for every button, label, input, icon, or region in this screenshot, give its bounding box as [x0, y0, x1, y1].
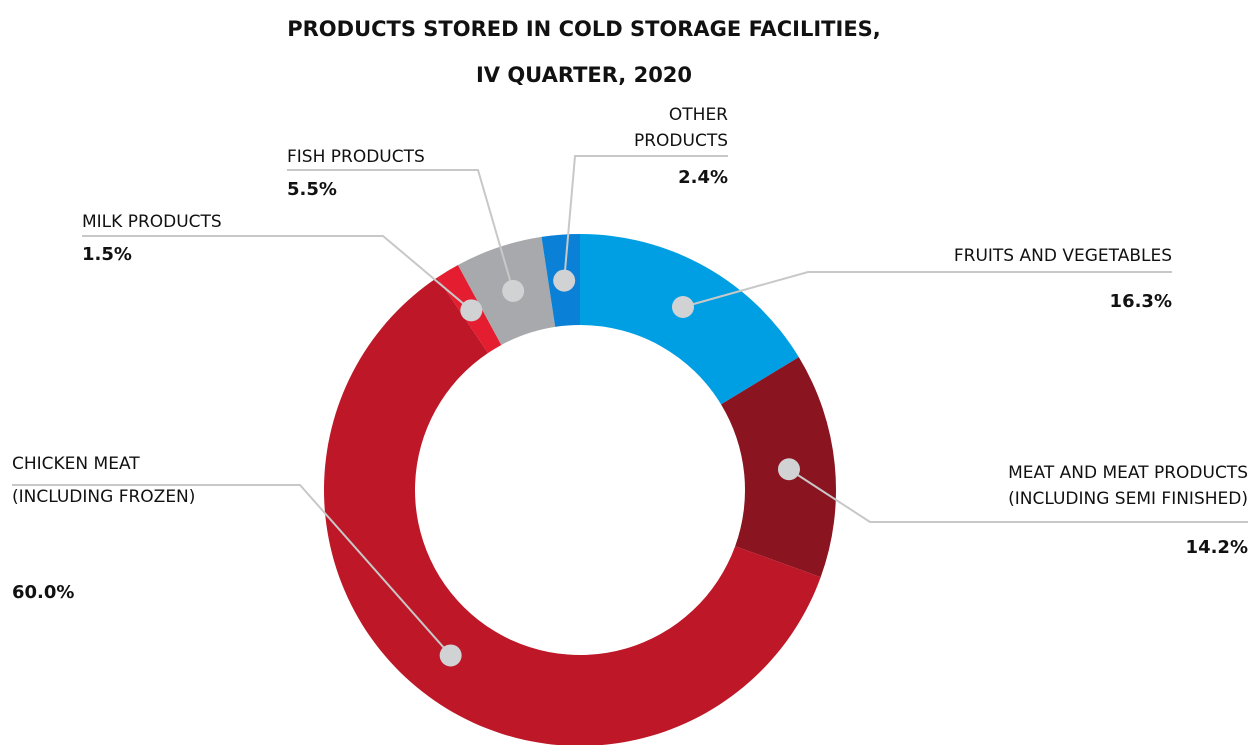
- leader-dot: [553, 269, 576, 292]
- value-label: 2.4%: [678, 167, 728, 188]
- donut-slice: [324, 277, 821, 745]
- category-label: (INCLUDING FROZEN): [12, 487, 195, 507]
- leader-dot: [460, 299, 483, 322]
- category-label: FISH PRODUCTS: [287, 147, 425, 167]
- value-label: 1.5%: [82, 244, 132, 265]
- leader-dot: [502, 279, 525, 302]
- leader-line: [82, 235, 472, 312]
- leader-line: [682, 271, 1172, 308]
- leader-line: [563, 155, 728, 281]
- category-label: FRUITS AND VEGETABLES: [954, 246, 1172, 266]
- category-label: MEAT AND MEAT PRODUCTS: [1008, 463, 1248, 483]
- chart-title: IV QUARTER, 2020: [476, 63, 692, 87]
- value-label: 5.5%: [287, 179, 337, 200]
- category-label: CHICKEN MEAT: [12, 454, 140, 474]
- leader-line: [287, 169, 515, 292]
- leader-dot: [439, 644, 462, 667]
- value-label: 60.0%: [12, 582, 74, 603]
- leader-line: [788, 468, 1248, 523]
- leader-dot: [671, 295, 694, 318]
- value-label: 16.3%: [1110, 291, 1172, 312]
- category-label: MILK PRODUCTS: [82, 212, 222, 232]
- value-label: 14.2%: [1186, 537, 1248, 558]
- category-label: PRODUCTS: [634, 131, 728, 151]
- category-label: (INCLUDING SEMI FINISHED): [1008, 489, 1248, 509]
- category-label: OTHER: [669, 105, 728, 125]
- donut-slice: [580, 234, 799, 405]
- leader-dot: [777, 458, 800, 481]
- chart-title: PRODUCTS STORED IN COLD STORAGE FACILITI…: [287, 17, 881, 41]
- leader-line: [12, 484, 452, 657]
